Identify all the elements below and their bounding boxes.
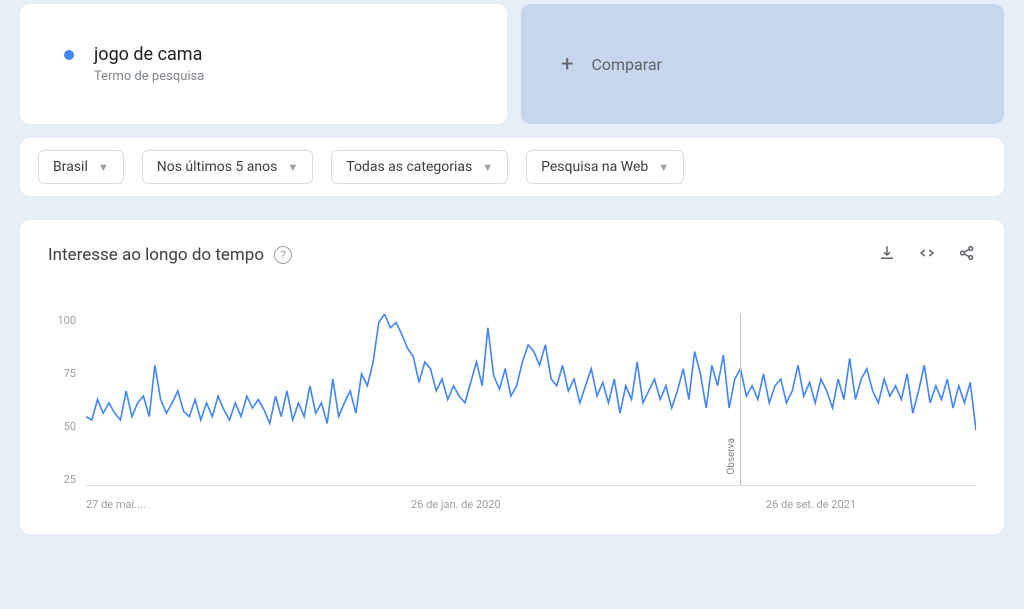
x-tick: 27 de mai....	[86, 498, 146, 511]
download-icon[interactable]	[878, 244, 896, 266]
compare-button[interactable]: + Comparar	[521, 4, 1004, 124]
y-tick: 50	[48, 420, 76, 433]
observation-label: Observa	[726, 438, 737, 475]
filter-category[interactable]: Todas as categorias ▼	[331, 150, 508, 184]
filter-category-label: Todas as categorias	[346, 159, 472, 175]
observation-line	[740, 314, 741, 485]
filter-search-type[interactable]: Pesquisa na Web ▼	[526, 150, 684, 184]
line-chart-svg	[86, 314, 976, 485]
chart-title: Interesse ao longo do tempo	[48, 245, 264, 265]
caret-down-icon: ▼	[482, 161, 493, 174]
compare-label: Comparar	[591, 55, 662, 74]
chart-area: 100 75 50 25 Observa 27 de mai.... 26 de…	[48, 314, 976, 514]
filter-time[interactable]: Nos últimos 5 anos ▼	[142, 150, 314, 184]
search-term-subtitle: Termo de pesquisa	[94, 69, 204, 84]
x-tick: 26 de jan. de 2020	[411, 498, 501, 511]
search-term-card[interactable]: jogo de cama Termo de pesquisa	[20, 4, 507, 124]
share-icon[interactable]	[958, 244, 976, 266]
embed-icon[interactable]	[918, 244, 936, 266]
caret-down-icon: ▼	[287, 161, 298, 174]
caret-down-icon: ▼	[658, 161, 669, 174]
filter-region-label: Brasil	[53, 159, 88, 175]
term-color-dot	[64, 50, 74, 60]
y-axis: 100 75 50 25	[48, 314, 76, 486]
filter-region[interactable]: Brasil ▼	[38, 150, 124, 184]
plus-icon: +	[561, 52, 573, 77]
caret-down-icon: ▼	[98, 161, 109, 174]
filter-time-label: Nos últimos 5 anos	[157, 159, 278, 175]
y-tick: 100	[48, 314, 76, 327]
interest-over-time-card: Interesse ao longo do tempo ? 100 75 50 …	[20, 220, 1004, 534]
y-tick: 75	[48, 367, 76, 380]
chart-plot: Observa	[86, 314, 976, 486]
y-tick: 25	[48, 473, 76, 486]
filter-bar: Brasil ▼ Nos últimos 5 anos ▼ Todas as c…	[20, 138, 1004, 196]
help-icon[interactable]: ?	[274, 246, 292, 264]
search-term-text: jogo de cama	[94, 44, 204, 65]
x-axis: 27 de mai.... 26 de jan. de 2020 26 de s…	[86, 498, 976, 511]
filter-search-type-label: Pesquisa na Web	[541, 159, 648, 175]
x-tick: 26 de set. de 2021	[766, 498, 856, 511]
